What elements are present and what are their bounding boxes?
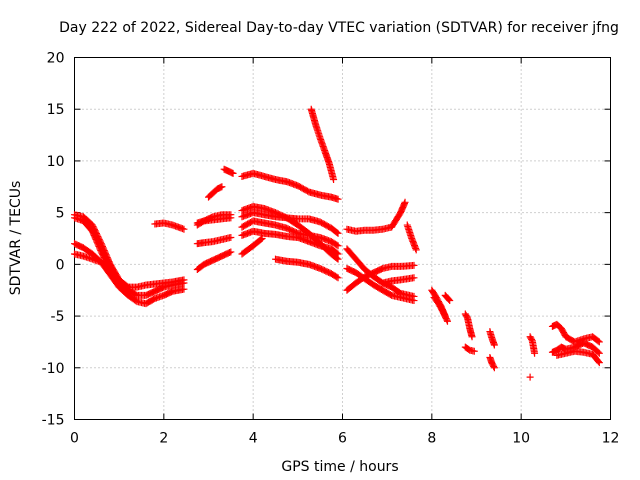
data-point xyxy=(490,341,498,349)
series-arc-28 xyxy=(441,291,454,305)
grid xyxy=(74,57,611,420)
series-arc-20 xyxy=(343,198,409,235)
series-arc-11 xyxy=(205,183,226,201)
data-point xyxy=(595,349,603,357)
series-arc-8 xyxy=(193,248,235,274)
axis-ticks: 0 2 4 6 8 10 12 -15 -10 -5 0 5 10 15 20 xyxy=(42,51,620,447)
data-point xyxy=(330,176,338,184)
x-tick-label: 0 xyxy=(70,431,79,447)
series-arc-16 xyxy=(238,227,342,258)
data-point xyxy=(594,348,602,356)
data-point xyxy=(595,338,603,346)
data-point xyxy=(333,249,341,257)
data-point xyxy=(468,333,476,341)
data-point xyxy=(594,337,602,345)
data-point xyxy=(123,282,131,290)
series-arc-18 xyxy=(272,255,342,282)
series-arc-27 xyxy=(430,293,451,325)
data-point xyxy=(229,169,237,177)
y-tick-label: 20 xyxy=(47,51,65,67)
data-point xyxy=(258,235,266,242)
series-arc-29 xyxy=(461,310,476,341)
data-point xyxy=(490,364,498,372)
data-point xyxy=(443,317,451,325)
y-tick-label: 15 xyxy=(47,102,65,118)
data-point xyxy=(594,357,602,365)
series-arc-31 xyxy=(486,328,498,349)
data-point xyxy=(410,261,418,269)
series-arc-4 xyxy=(71,250,132,291)
data-point xyxy=(531,349,539,357)
data-point xyxy=(218,183,226,191)
data-point xyxy=(410,274,418,282)
data-point xyxy=(180,285,188,293)
series-arc-17 xyxy=(238,235,266,258)
y-axis-label: SDTVAR / TECUs xyxy=(8,181,24,296)
series-arc-24 xyxy=(379,274,418,287)
y-tick-label: -10 xyxy=(42,361,65,377)
data-point xyxy=(470,347,478,355)
series-arc-10 xyxy=(220,165,237,177)
data-point xyxy=(334,229,342,237)
data-point xyxy=(257,235,265,243)
series-arc-37 xyxy=(553,347,603,367)
x-tick-label: 10 xyxy=(512,431,530,447)
chart-title: Day 222 of 2022, Sidereal Day-to-day VTE… xyxy=(59,20,619,36)
data-point xyxy=(333,241,341,249)
data-point xyxy=(334,274,342,282)
data-point xyxy=(333,228,341,236)
y-tick-label: 10 xyxy=(47,154,65,170)
x-tick-label: 6 xyxy=(338,431,347,447)
series-arc-5 xyxy=(151,219,188,233)
series-arc-14 xyxy=(238,209,342,237)
data-marks xyxy=(71,105,603,381)
data-point xyxy=(180,276,188,284)
y-tick-label: 0 xyxy=(56,257,65,273)
data-point xyxy=(410,292,418,300)
series-arc-32 xyxy=(486,353,498,372)
data-point xyxy=(180,225,188,233)
data-point xyxy=(334,195,342,203)
y-tick-label: 5 xyxy=(56,206,65,222)
x-tick-label: 12 xyxy=(602,431,620,447)
series-arc-7 xyxy=(193,233,235,248)
data-point xyxy=(227,248,235,256)
data-point xyxy=(445,296,453,304)
data-point xyxy=(595,359,603,367)
y-tick-label: -5 xyxy=(51,309,65,325)
data-point xyxy=(334,250,342,258)
x-tick-label: 4 xyxy=(249,431,258,447)
data-point xyxy=(446,297,454,305)
data-point xyxy=(333,273,341,281)
series-arc-19 xyxy=(307,105,338,184)
data-point xyxy=(526,373,534,381)
series-arc-12 xyxy=(238,169,342,203)
series-arc-25 xyxy=(403,221,420,254)
series-arc-33 xyxy=(526,333,539,357)
data-point xyxy=(412,246,420,254)
data-point xyxy=(401,198,409,206)
series-arc-9 xyxy=(193,214,235,227)
x-tick-label: 2 xyxy=(159,431,168,447)
series-arc-2 xyxy=(71,240,188,308)
series-arc-35 xyxy=(548,320,603,346)
data-point xyxy=(124,283,132,291)
series-arc-23 xyxy=(343,261,418,294)
x-tick-label: 8 xyxy=(427,431,436,447)
data-point xyxy=(227,214,235,222)
y-tick-label: -15 xyxy=(42,413,65,429)
x-axis-label: GPS time / hours xyxy=(281,459,398,475)
data-point xyxy=(227,233,235,241)
series-arc-34 xyxy=(526,373,534,381)
data-point xyxy=(443,316,451,324)
data-point xyxy=(490,362,498,370)
data-point xyxy=(334,242,342,250)
series-arc-30 xyxy=(461,343,478,355)
